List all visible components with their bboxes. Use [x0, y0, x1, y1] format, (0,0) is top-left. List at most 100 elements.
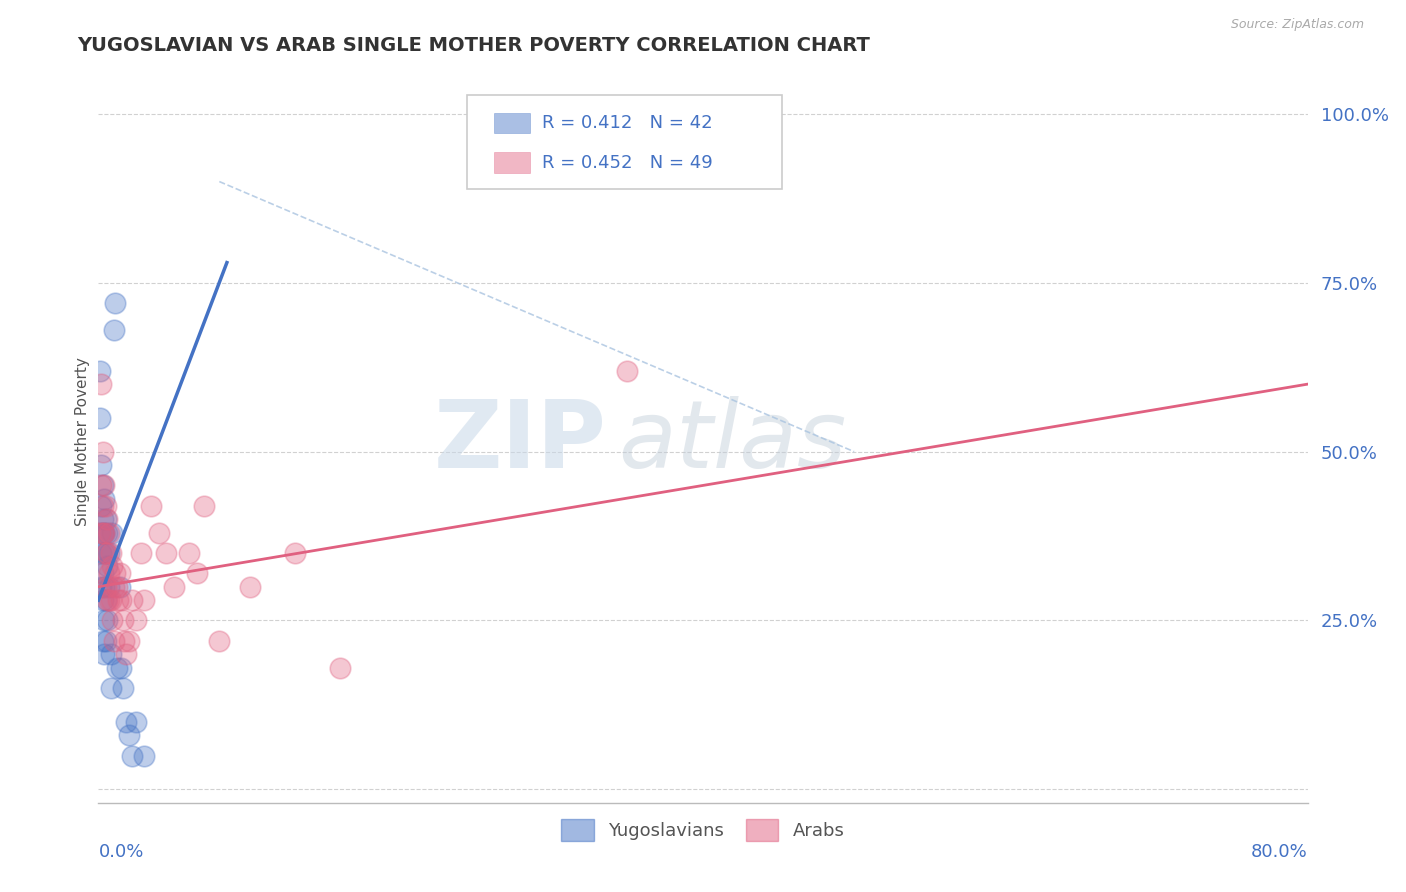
Point	[89, 566, 111, 581]
Point	[103, 580, 125, 594]
Point	[96, 525, 118, 540]
Point	[111, 681, 134, 695]
Point	[129, 546, 152, 560]
Point	[329, 661, 352, 675]
Point	[100, 681, 122, 695]
Point	[90, 546, 112, 560]
Point	[93, 647, 115, 661]
Point	[163, 580, 186, 594]
Point	[91, 633, 114, 648]
FancyBboxPatch shape	[494, 112, 530, 133]
Point	[93, 525, 115, 540]
Point	[105, 661, 128, 675]
Text: atlas: atlas	[619, 396, 846, 487]
Point	[103, 323, 125, 337]
Point	[101, 525, 124, 540]
Point	[100, 647, 122, 661]
Point	[118, 633, 141, 648]
Legend: Yugoslavians, Arabs: Yugoslavians, Arabs	[554, 812, 852, 848]
Text: R = 0.412   N = 42: R = 0.412 N = 42	[543, 114, 713, 132]
Point	[112, 633, 135, 648]
Point	[89, 525, 111, 540]
Point	[132, 593, 155, 607]
Point	[104, 296, 127, 310]
Point	[132, 748, 155, 763]
Point	[104, 566, 127, 581]
Point	[616, 364, 638, 378]
Point	[89, 525, 111, 540]
Point	[96, 593, 118, 607]
Point	[98, 593, 121, 607]
Point	[94, 512, 117, 526]
Point	[110, 661, 132, 675]
Point	[93, 546, 115, 560]
Point	[101, 559, 124, 574]
FancyBboxPatch shape	[494, 153, 530, 173]
Point	[93, 580, 115, 594]
Y-axis label: Single Mother Poverty: Single Mother Poverty	[75, 357, 90, 526]
Point	[96, 559, 118, 574]
Point	[110, 593, 132, 607]
Point	[155, 546, 177, 560]
Point	[148, 525, 170, 540]
Point	[90, 377, 112, 392]
Point	[121, 748, 143, 763]
Point	[100, 546, 122, 560]
Point	[107, 593, 129, 607]
Point	[208, 633, 231, 648]
Point	[98, 546, 121, 560]
Point	[94, 633, 117, 648]
Point	[90, 580, 112, 594]
Point	[91, 499, 114, 513]
Point	[125, 614, 148, 628]
Point	[111, 614, 134, 628]
Text: YUGOSLAVIAN VS ARAB SINGLE MOTHER POVERTY CORRELATION CHART: YUGOSLAVIAN VS ARAB SINGLE MOTHER POVERT…	[77, 36, 870, 54]
Point	[90, 478, 112, 492]
Point	[91, 566, 114, 581]
Point	[284, 546, 307, 560]
Point	[90, 499, 112, 513]
Point	[94, 499, 117, 513]
Point	[94, 593, 117, 607]
Text: Source: ZipAtlas.com: Source: ZipAtlas.com	[1230, 18, 1364, 31]
Point	[94, 580, 117, 594]
Point	[179, 546, 201, 560]
Point	[118, 728, 141, 742]
Point	[98, 566, 121, 581]
Point	[125, 714, 148, 729]
Point	[239, 580, 262, 594]
Point	[141, 499, 163, 513]
Point	[91, 525, 114, 540]
Point	[105, 580, 128, 594]
Point	[91, 444, 114, 458]
Point	[91, 512, 114, 526]
Point	[91, 593, 114, 607]
FancyBboxPatch shape	[467, 95, 782, 189]
Point	[98, 580, 121, 594]
Point	[193, 499, 215, 513]
Text: 80.0%: 80.0%	[1251, 843, 1308, 861]
Point	[96, 614, 118, 628]
Point	[94, 546, 117, 560]
Point	[103, 633, 125, 648]
Text: R = 0.452   N = 49: R = 0.452 N = 49	[543, 153, 713, 171]
Point	[96, 546, 118, 560]
Point	[121, 593, 143, 607]
Point	[91, 525, 114, 540]
Point	[93, 525, 115, 540]
Point	[90, 458, 112, 472]
Point	[93, 478, 115, 492]
Point	[91, 478, 114, 492]
Point	[186, 566, 208, 581]
Point	[93, 491, 115, 506]
Point	[114, 714, 136, 729]
Point	[114, 647, 136, 661]
Point	[96, 512, 118, 526]
Point	[108, 566, 131, 581]
Point	[89, 411, 111, 425]
Text: ZIP: ZIP	[433, 395, 606, 488]
Point	[98, 525, 121, 540]
Point	[100, 593, 122, 607]
Point	[89, 364, 111, 378]
Point	[101, 614, 124, 628]
